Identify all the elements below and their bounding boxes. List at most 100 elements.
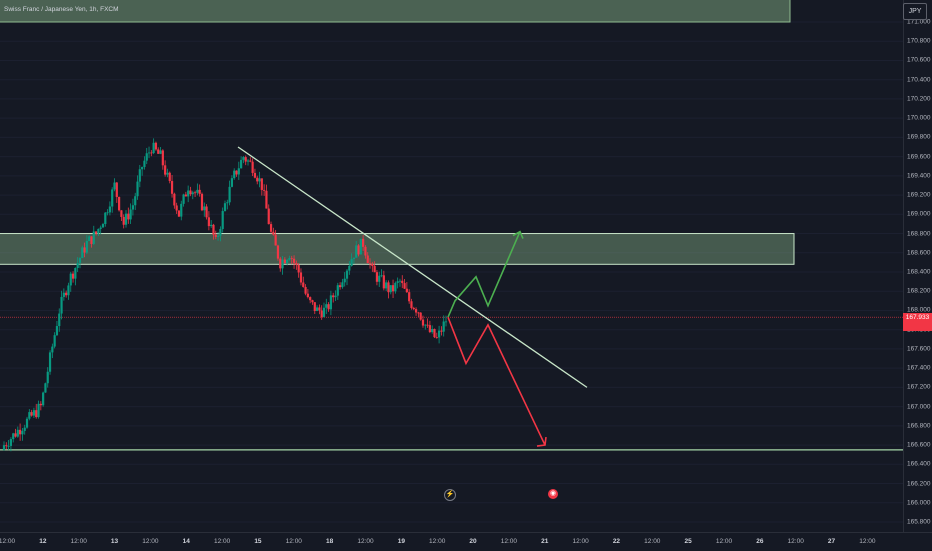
candle-body bbox=[46, 371, 49, 384]
candle-body bbox=[104, 212, 107, 225]
candle-body bbox=[129, 209, 132, 220]
candle-body bbox=[113, 182, 116, 190]
candle-body bbox=[30, 412, 33, 416]
candle-body bbox=[327, 304, 330, 310]
candle-body bbox=[5, 445, 8, 447]
candle-body bbox=[244, 157, 247, 162]
lightning-icon[interactable]: ⚡ bbox=[444, 489, 456, 501]
resistance-zone-rectangle[interactable] bbox=[0, 233, 795, 265]
price-axis[interactable]: 171.000 170.800 170.600 170.400 170.200 170.0… bbox=[903, 0, 932, 532]
candle-body bbox=[198, 189, 201, 194]
candle-body bbox=[292, 258, 296, 263]
candle-body bbox=[207, 217, 210, 227]
candle-body bbox=[99, 227, 102, 229]
chart-area[interactable]: Swiss Franc / Japanese Yen, 1h, FXCM bbox=[0, 0, 903, 532]
price-axis-label: 169.800 bbox=[907, 133, 931, 141]
time-axis[interactable]: 12:00 12 12:00 13 12:00 14 12:00 15 12:00 18 12:00… bbox=[0, 532, 932, 551]
candle-body bbox=[147, 152, 151, 154]
time-axis-label: 12:00 bbox=[859, 538, 876, 545]
candle-body bbox=[309, 297, 312, 301]
candle-body bbox=[150, 152, 153, 154]
bearish-scenario-path[interactable] bbox=[447, 316, 546, 446]
candle-body bbox=[440, 330, 443, 332]
candle-body bbox=[223, 203, 227, 212]
candle-body bbox=[85, 240, 88, 253]
candle-body bbox=[249, 160, 252, 162]
symbol-title[interactable]: Swiss Franc / Japanese Yen, 1h, FXCM bbox=[4, 6, 119, 13]
candle-body bbox=[53, 335, 56, 347]
trendline[interactable] bbox=[237, 146, 588, 388]
candle-body bbox=[350, 258, 353, 266]
candle-body bbox=[134, 196, 137, 206]
price-axis-label: 170.000 bbox=[907, 114, 931, 122]
candle-body bbox=[21, 430, 24, 435]
candle-body bbox=[295, 262, 298, 265]
candle-body bbox=[412, 307, 415, 310]
price-axis-label: 166.400 bbox=[907, 460, 931, 468]
top-zone-rectangle[interactable] bbox=[0, 0, 791, 23]
candle-body bbox=[210, 224, 213, 227]
time-axis-label: 12:00 bbox=[0, 538, 16, 545]
time-axis-label: 14 bbox=[182, 538, 190, 545]
candle-body bbox=[364, 246, 367, 256]
time-axis-label: 15 bbox=[254, 538, 262, 545]
candle-body bbox=[193, 192, 197, 194]
candle-body bbox=[67, 285, 70, 296]
price-axis-label: 170.400 bbox=[907, 76, 931, 84]
candle-body bbox=[378, 275, 381, 282]
candle-body bbox=[94, 231, 98, 234]
time-axis-label: 12:00 bbox=[500, 538, 518, 545]
candle-body bbox=[233, 170, 236, 179]
candle-body bbox=[242, 157, 245, 160]
candle-body bbox=[145, 153, 148, 161]
price-axis-label: 167.400 bbox=[907, 364, 931, 372]
candle-body bbox=[343, 278, 346, 283]
candle-body bbox=[256, 177, 259, 182]
candle-body bbox=[306, 293, 309, 298]
time-axis-label: 12 bbox=[39, 538, 47, 545]
candle-body bbox=[325, 304, 328, 308]
candle-body bbox=[237, 168, 240, 175]
candle-body bbox=[279, 258, 282, 269]
candle-body bbox=[25, 418, 29, 428]
candle-body bbox=[16, 429, 19, 437]
price-axis-label: 170.200 bbox=[907, 95, 931, 103]
candle-body bbox=[55, 326, 59, 336]
candle-body bbox=[88, 236, 91, 241]
candle-body bbox=[184, 194, 187, 197]
candle-body bbox=[240, 159, 243, 169]
candle-body bbox=[359, 238, 362, 255]
candle-body bbox=[214, 234, 217, 237]
candle-body bbox=[9, 439, 13, 446]
candle-body bbox=[212, 224, 215, 235]
candle-body bbox=[152, 142, 155, 154]
candle-body bbox=[272, 231, 275, 235]
candle-body bbox=[170, 181, 174, 194]
candle-body bbox=[348, 265, 351, 271]
candle-body bbox=[62, 292, 65, 297]
candle-body bbox=[329, 295, 332, 310]
price-axis-label: 167.600 bbox=[907, 345, 931, 353]
time-axis-label: 25 bbox=[684, 538, 692, 545]
economic-event-icon[interactable]: ◉ bbox=[548, 489, 558, 499]
price-axis-label: 166.200 bbox=[907, 480, 931, 488]
time-axis-label: 20 bbox=[469, 538, 477, 545]
candle-body bbox=[391, 285, 395, 292]
candle-body bbox=[394, 282, 397, 292]
candle-body bbox=[124, 213, 128, 225]
candle-body bbox=[81, 247, 84, 258]
bearish-arrowhead bbox=[536, 436, 547, 447]
candle-body bbox=[403, 283, 406, 289]
candle-body bbox=[320, 310, 323, 317]
bullish-scenario-path[interactable] bbox=[447, 231, 521, 318]
price-axis-label: 170.600 bbox=[907, 56, 931, 64]
chart-canvas[interactable] bbox=[0, 0, 903, 532]
candle-body bbox=[187, 190, 190, 197]
currency-badge[interactable]: JPY bbox=[903, 3, 927, 20]
time-axis-label: 12:00 bbox=[429, 538, 446, 545]
time-axis-label: 12:00 bbox=[213, 538, 231, 545]
time-axis-label: 27 bbox=[827, 538, 836, 545]
candle-body bbox=[431, 328, 434, 333]
candle-body bbox=[175, 205, 178, 211]
candle-body bbox=[39, 403, 42, 406]
